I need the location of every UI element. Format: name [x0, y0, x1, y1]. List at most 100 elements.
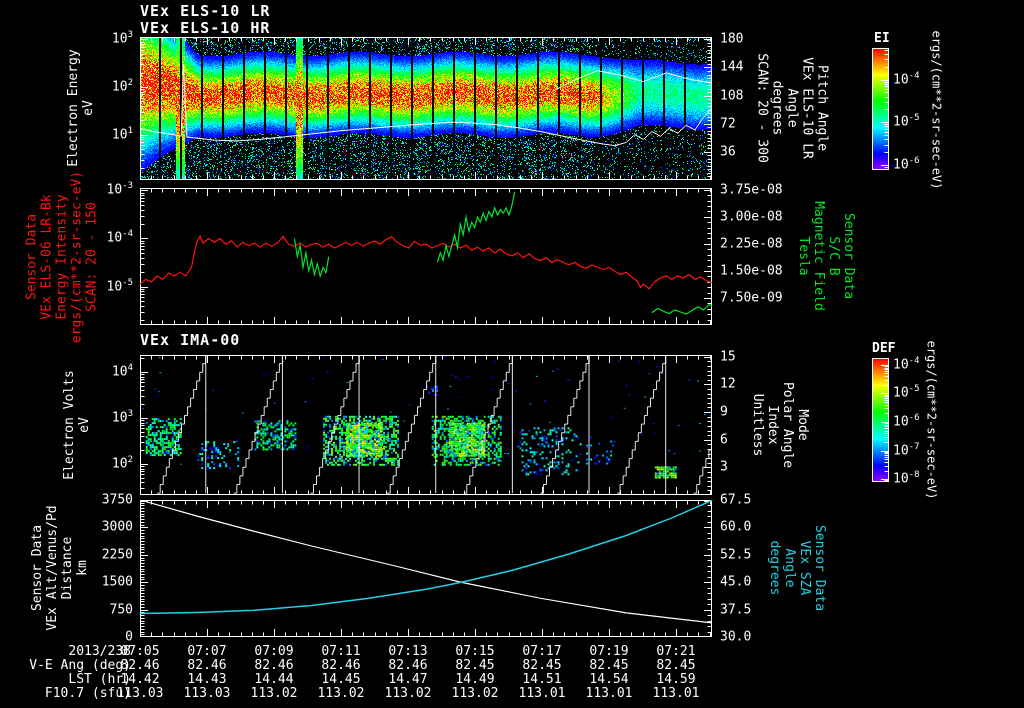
- def-colorbar-tick-label: 10-7: [893, 442, 920, 459]
- intensity-y-axis-label: Sensor Data VEx ELS-06 LR-Bk Energy Intens…: [25, 171, 100, 343]
- altitude-sza-y2-tick-label: 30.0: [720, 629, 752, 645]
- ima-spectrogram-canvas: [140, 355, 712, 495]
- bottom-row-value: 113.01: [518, 686, 566, 701]
- bottom-row-label: V-E Ang (deg): [29, 658, 131, 673]
- els-spectrogram-y2-tick-label: 108: [720, 88, 744, 104]
- time-tick-label: 07:17: [522, 644, 562, 659]
- bottom-row-value: 14.54: [589, 672, 629, 687]
- axis-label-line: Mode: [795, 409, 810, 441]
- altitude-sza-y-tick-label: 3750: [101, 492, 133, 508]
- bottom-row-label: LST (hr): [68, 672, 131, 687]
- els-panel-title-hr: VEx ELS-10 HR: [140, 19, 271, 37]
- bottom-row-value: 14.45: [321, 672, 361, 687]
- intensity-bfield-y2-tick-label: 3.75e-08: [720, 182, 783, 198]
- ei-colorbar-canvas: [872, 48, 889, 170]
- bottom-row-value: 82.46: [388, 658, 428, 673]
- bottom-row-value: 82.46: [120, 658, 160, 673]
- ima-spectrogram-y2-tick-label: 12: [720, 376, 736, 392]
- els-spectrogram-y2-tick-label: 144: [720, 59, 744, 75]
- bottom-row-value: 82.45: [455, 658, 495, 673]
- sza-y2-axis-label: Sensor Data VEx SZA Angle degrees: [767, 525, 827, 611]
- bottom-row-value: 113.03: [116, 686, 164, 701]
- altitude-sza-y-tick-label: 3000: [101, 519, 133, 535]
- bottom-row-value: 14.49: [455, 672, 495, 687]
- els-panel-title-lr: VEx ELS-10 LR: [140, 2, 271, 20]
- altitude-sza-line-canvas: [140, 500, 712, 637]
- bottom-row-value: 113.01: [585, 686, 633, 701]
- altitude-sza-y-tick-label: 0: [125, 629, 133, 645]
- els-spectrogram-canvas: [140, 37, 712, 180]
- ima-spectrogram-y2-tick-label: 9: [720, 404, 728, 420]
- altitude-sza-y2-tick-label: 67.5: [720, 492, 752, 508]
- intensity-bfield-y2-tick-label: 2.25e-08: [720, 236, 783, 252]
- bottom-row-label: 2013/238: [68, 644, 131, 659]
- axis-label-line: eV: [81, 100, 96, 116]
- altitude-sza-y-tick-label: 750: [109, 602, 133, 618]
- def-colorbar-canvas: [872, 358, 889, 482]
- def-colorbar-tick-label: 10-5: [893, 384, 920, 401]
- bottom-row-value: 113.01: [652, 686, 700, 701]
- axis-label-line: Polar Angle: [780, 381, 795, 469]
- els-spectrogram-y2-tick-label: 180: [720, 31, 744, 47]
- def-colorbar-tick-label: 10-8: [893, 470, 920, 487]
- altitude-sza-y2-tick-label: 45.0: [720, 574, 752, 590]
- els-spectrogram-y-tick-label: 103: [111, 30, 133, 47]
- time-tick-label: 07:21: [656, 644, 696, 659]
- bottom-row-value: 113.02: [384, 686, 432, 701]
- els-y-axis-label: Electron Energy eV: [66, 49, 96, 166]
- axis-label-line: Sensor Data: [841, 212, 856, 300]
- bottom-row-value: 14.44: [254, 672, 294, 687]
- bottom-row-value: 82.45: [522, 658, 562, 673]
- axis-label-line: ergs/(cm**2-sr-sec-eV): [69, 170, 85, 344]
- intensity-bfield-y-tick-label: 10-4: [106, 229, 134, 246]
- els-spectrogram-y2-tick-label: 72: [720, 116, 736, 132]
- bottom-row-value: 82.46: [254, 658, 294, 673]
- bottom-row-value: 82.45: [656, 658, 696, 673]
- axis-label-line: Electron Energy: [66, 49, 81, 167]
- ima-spectrogram-y2-tick-label: 6: [720, 432, 728, 448]
- ima-spectrogram-y-tick-label: 103: [111, 409, 133, 426]
- ima-spectrogram-y-tick-label: 102: [111, 455, 133, 472]
- altitude-sza-y2-tick-label: 37.5: [720, 602, 752, 618]
- altitude-sza-y-tick-label: 2250: [101, 547, 133, 563]
- altitude-sza-y2-tick-label: 60.0: [720, 519, 752, 535]
- axis-label-line: Index: [765, 405, 780, 445]
- ei-colorbar-title: EI: [874, 31, 890, 46]
- axis-label-line: S/C B: [826, 236, 841, 276]
- bottom-row-value: 14.59: [656, 672, 696, 687]
- time-tick-label: 07:07: [187, 644, 227, 659]
- intensity-bfield-line-canvas: [140, 188, 712, 325]
- axis-label-line: Energy Intensity: [54, 194, 70, 320]
- axis-label-line: SCAN: 20 - 150: [84, 202, 100, 312]
- ima-spectrogram-y2-tick-label: 3: [720, 459, 728, 475]
- ei-colorbar-tick-label: 10-6: [893, 156, 920, 173]
- axis-label-line: Sensor Data: [812, 524, 827, 612]
- axis-label-line: Angle: [782, 548, 797, 588]
- intensity-bfield-y-tick-label: 10-5: [106, 278, 134, 295]
- bottom-row-value: 14.51: [522, 672, 562, 687]
- bottom-row-value: 113.02: [451, 686, 499, 701]
- time-tick-label: 07:09: [254, 644, 294, 659]
- time-tick-label: 07:19: [589, 644, 629, 659]
- axis-label-line: VEx SZA: [797, 540, 812, 596]
- bottom-row-value: 14.42: [120, 672, 160, 687]
- time-tick-label: 07:11: [321, 644, 361, 659]
- bottom-row-value: 82.46: [321, 658, 361, 673]
- def-colorbar-tick-label: 10-6: [893, 413, 920, 430]
- altitude-sza-y-tick-label: 1500: [101, 574, 133, 590]
- def-colorbar-title: DEF: [872, 341, 896, 356]
- ei-colorbar-tick-label: 10-4: [893, 71, 920, 88]
- bottom-row-value: 82.46: [187, 658, 227, 673]
- bottom-row-value: 14.47: [388, 672, 428, 687]
- axis-label-line: VEx ELS-06 LR-Bk: [39, 194, 55, 320]
- axis-label-line: Pitch Angle: [814, 64, 830, 152]
- els-spectrogram-y-tick-label: 101: [111, 126, 133, 143]
- time-tick-label: 07:13: [388, 644, 428, 659]
- altitude-sza-y2-tick-label: 52.5: [720, 547, 752, 563]
- intensity-bfield-y2-tick-label: 1.50e-08: [720, 263, 783, 279]
- mode-index-y2-axis-label: Mode Polar Angle Index Unitless: [750, 382, 810, 468]
- bottom-row-value: 113.02: [250, 686, 298, 701]
- bottom-row-label: F10.7 (sfu): [44, 686, 131, 701]
- intensity-bfield-y2-tick-label: 3.00e-08: [720, 209, 783, 225]
